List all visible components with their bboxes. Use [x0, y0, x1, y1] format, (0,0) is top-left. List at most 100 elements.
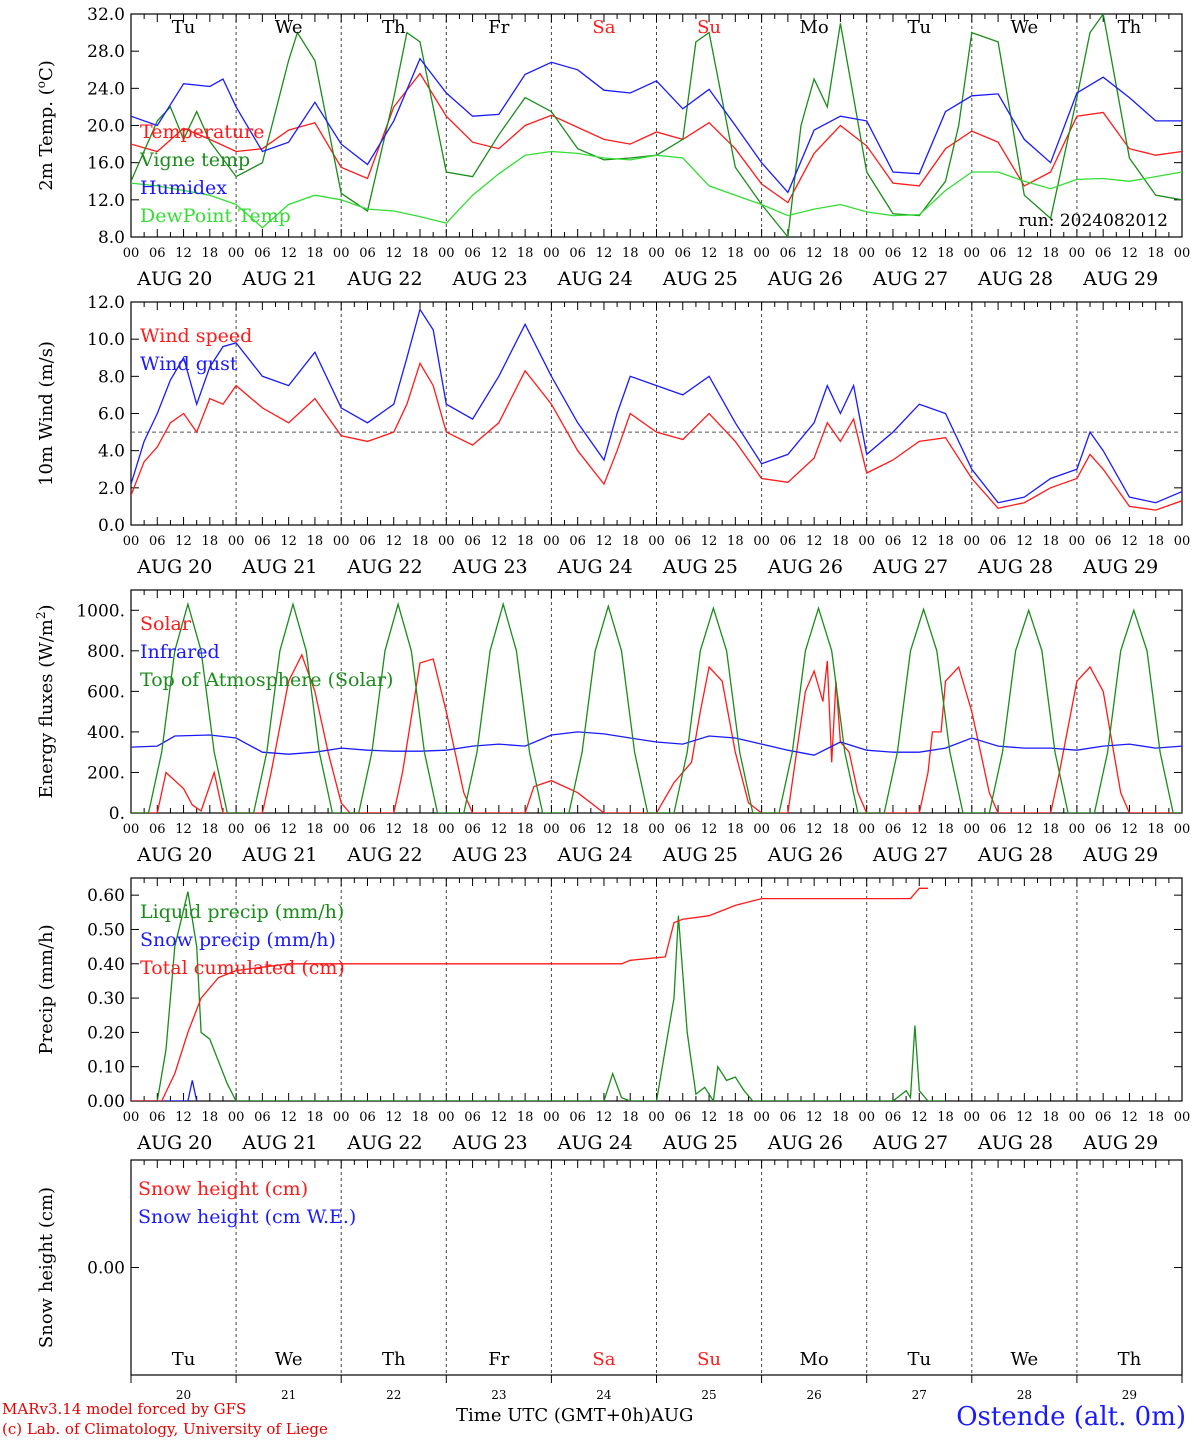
hour-tick-label: 00 — [964, 1110, 981, 1125]
hour-tick-label: 12 — [911, 1110, 928, 1125]
y-tick-label: 6.0 — [98, 405, 125, 425]
y-tick-label: 8.0 — [98, 367, 125, 387]
hour-tick-label: 12 — [596, 1110, 613, 1125]
date-label: AUG 20 — [136, 268, 212, 290]
hour-tick-label: 18 — [1042, 1110, 1059, 1125]
hour-tick-label: 00 — [753, 534, 770, 549]
date-label: AUG 22 — [346, 556, 422, 578]
day-number-label: 25 — [701, 1388, 716, 1402]
y-tick-label: 1000. — [76, 601, 125, 621]
hour-tick-label: 12 — [596, 534, 613, 549]
y-tick-label: 0.60 — [87, 886, 125, 906]
weekday-label: Su — [697, 17, 721, 38]
series-solar — [131, 653, 1182, 813]
weekday-label: Sa — [592, 17, 615, 38]
hour-tick-label: 06 — [675, 822, 692, 837]
hour-tick-label: 18 — [412, 822, 429, 837]
hour-tick-label: 12 — [385, 534, 402, 549]
hour-tick-label: 06 — [885, 534, 902, 549]
hour-tick-label: 06 — [990, 534, 1007, 549]
hour-tick-label: 12 — [806, 246, 823, 261]
hour-tick-label: 00 — [1174, 534, 1191, 549]
date-label: AUG 29 — [1082, 844, 1158, 866]
series-temperature — [131, 72, 1182, 204]
hour-tick-label: 12 — [385, 246, 402, 261]
y-axis-title: Snow height (cm) — [36, 1187, 57, 1348]
weekday-label: Sa — [592, 1349, 615, 1370]
y-tick-label: 8.0 — [98, 228, 125, 248]
lab-credit: (c) Lab. of Climatology, University of L… — [2, 1420, 328, 1438]
y-tick-label: 400. — [87, 723, 125, 743]
hour-tick-label: 06 — [675, 246, 692, 261]
legend-entry: Snow height (cm W.E.) — [138, 1206, 356, 1228]
hour-tick-label: 18 — [1147, 534, 1164, 549]
weekday-label: Fr — [488, 17, 509, 38]
hour-tick-label: 00 — [964, 822, 981, 837]
hour-tick-label: 06 — [464, 534, 481, 549]
hour-tick-label: 06 — [569, 534, 586, 549]
series-infrared — [131, 731, 1182, 756]
weekday-label: Mo — [800, 17, 829, 38]
hour-tick-label: 12 — [1016, 246, 1033, 261]
date-label: AUG 25 — [662, 1132, 738, 1154]
y-axis-title: 2m Temp. (oC) — [34, 60, 57, 191]
weekday-label: Tu — [172, 1349, 196, 1370]
legend-entry: Solar — [140, 613, 192, 635]
hour-tick-label: 18 — [517, 534, 534, 549]
legend-entry: DewPoint Temp — [140, 205, 291, 227]
day-number-label: 24 — [596, 1388, 612, 1402]
legend-entry: Temperature — [140, 121, 264, 143]
date-label: AUG 23 — [452, 844, 528, 866]
hour-tick-label: 18 — [1042, 822, 1059, 837]
hour-tick-label: 12 — [1016, 534, 1033, 549]
hour-tick-label: 00 — [228, 822, 245, 837]
hour-tick-label: 06 — [359, 534, 376, 549]
hour-tick-label: 00 — [648, 534, 665, 549]
weekday-label: Th — [1118, 17, 1142, 38]
panel-2: 0.0 2.0 4.0 6.0 8.0 10.0 12.0 10m Wind (m/s) Win… — [36, 293, 1190, 578]
hour-tick-label: 06 — [1095, 246, 1112, 261]
series-dewpoint-temp — [131, 150, 1182, 229]
y-tick-label: 0.0 — [98, 516, 125, 536]
legend-entry: Wind gust — [140, 353, 238, 375]
date-label: AUG 22 — [346, 844, 422, 866]
hour-tick-label: 12 — [280, 1110, 297, 1125]
panel-4: 0.00 0.10 0.20 0.30 0.40 0.50 0.60 Precip (mm/h… — [36, 877, 1190, 1154]
hour-tick-label: 18 — [937, 534, 954, 549]
date-label: AUG 24 — [557, 844, 633, 866]
hour-tick-label: 06 — [1095, 822, 1112, 837]
hour-tick-label: 06 — [1095, 534, 1112, 549]
hour-tick-label: 12 — [911, 246, 928, 261]
hour-tick-label: 18 — [202, 246, 219, 261]
hour-tick-label: 18 — [1147, 246, 1164, 261]
weekday-label: Fr — [488, 1349, 509, 1370]
weekday-label: Tu — [172, 17, 196, 38]
day-number-label: 23 — [491, 1388, 506, 1402]
weekday-label: Th — [382, 1349, 406, 1370]
plot-frame — [130, 13, 1183, 238]
y-tick-label: 24.0 — [87, 79, 125, 99]
weekday-label: Tu — [907, 17, 931, 38]
date-label: AUG 20 — [136, 556, 212, 578]
hour-tick-label: 06 — [885, 246, 902, 261]
hour-tick-label: 00 — [543, 246, 560, 261]
series-total-cumulated-cm — [131, 887, 928, 1101]
hour-tick-label: 12 — [175, 1110, 192, 1125]
hour-tick-label: 12 — [1016, 822, 1033, 837]
hour-tick-label: 12 — [1121, 246, 1138, 261]
hour-tick-label: 12 — [385, 822, 402, 837]
hour-tick-label: 00 — [438, 246, 455, 261]
hour-tick-label: 00 — [228, 1110, 245, 1125]
hour-tick-label: 06 — [885, 822, 902, 837]
weekday-label: We — [1011, 1349, 1039, 1370]
y-tick-label: 16.0 — [87, 154, 125, 174]
hour-tick-label: 00 — [438, 822, 455, 837]
date-label: AUG 29 — [1082, 556, 1158, 578]
hour-tick-label: 18 — [307, 246, 324, 261]
series-wind-gust — [131, 307, 1182, 504]
date-label: AUG 25 — [662, 556, 738, 578]
y-tick-label: 0.50 — [87, 920, 125, 940]
panel-5: 0.00 Snow height (cm) Snow height (cm) Snow… — [36, 1159, 1183, 1402]
x-axis-label: Time UTC (GMT+0h) — [456, 1405, 651, 1426]
hour-tick-label: 00 — [1174, 246, 1191, 261]
